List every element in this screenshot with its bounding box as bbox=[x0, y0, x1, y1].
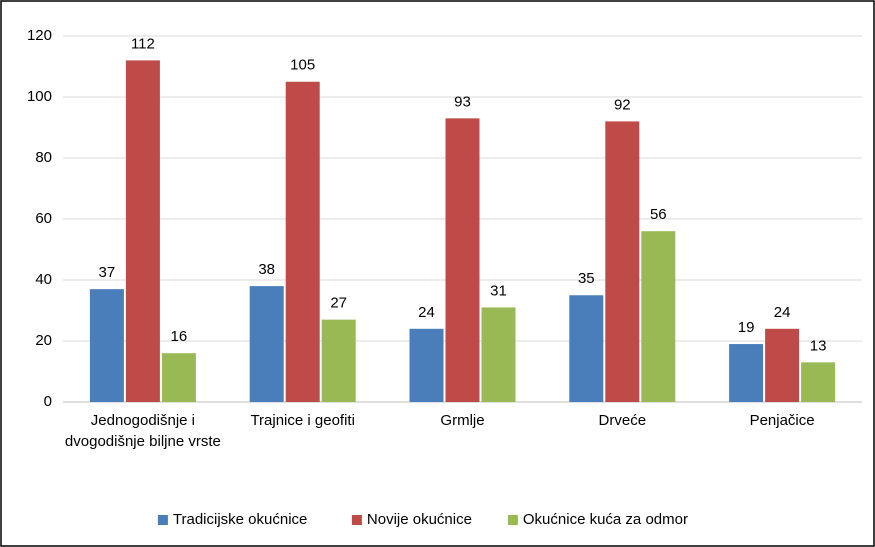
y-tick-label: 100 bbox=[27, 88, 52, 105]
x-tick-label: Drveće bbox=[598, 412, 647, 429]
x-tick-label-box: Grmlje bbox=[440, 412, 485, 429]
bar bbox=[801, 362, 836, 402]
bar bbox=[409, 328, 444, 402]
legend-label: Novije okućnice bbox=[367, 511, 472, 528]
data-label: 24 bbox=[774, 304, 791, 321]
legend-swatch bbox=[351, 515, 362, 525]
y-tick-label: 80 bbox=[35, 149, 52, 166]
data-label: 92 bbox=[614, 96, 631, 113]
bar bbox=[729, 344, 764, 402]
y-tick-label: 40 bbox=[35, 271, 52, 288]
data-label: 38 bbox=[258, 261, 275, 278]
bar bbox=[765, 328, 800, 402]
y-tick-label: 0 bbox=[44, 393, 52, 410]
legend-label: Okućnice kuća za odmor bbox=[523, 511, 688, 528]
bar bbox=[285, 81, 320, 402]
bar bbox=[445, 118, 480, 402]
y-tick-label: 120 bbox=[27, 27, 52, 44]
data-label: 13 bbox=[810, 337, 827, 354]
bar bbox=[321, 319, 356, 402]
y-tick-label: 20 bbox=[35, 332, 52, 349]
data-label: 105 bbox=[290, 57, 315, 74]
x-tick-label: Penjačice bbox=[749, 412, 815, 429]
x-tick-label-box: Drveće bbox=[598, 412, 647, 429]
x-tick-label-box: Trajnice i geofiti bbox=[250, 412, 355, 429]
bar bbox=[125, 60, 160, 403]
data-label: 37 bbox=[99, 264, 116, 281]
data-label: 16 bbox=[171, 328, 188, 345]
legend-swatch bbox=[507, 515, 518, 525]
legend-label: Tradicijske okućnice bbox=[173, 511, 308, 528]
bar bbox=[569, 295, 604, 402]
bar bbox=[605, 121, 640, 403]
data-label: 93 bbox=[454, 93, 471, 110]
data-label: 31 bbox=[490, 282, 507, 299]
bar bbox=[161, 353, 196, 402]
x-tick-label-box: Jednogodišnje i dvogodišnje biljne vrste bbox=[64, 412, 221, 450]
data-label: 19 bbox=[738, 319, 755, 336]
bar bbox=[249, 286, 284, 402]
data-label: 24 bbox=[418, 304, 435, 321]
data-label: 27 bbox=[330, 295, 347, 312]
y-tick-label: 60 bbox=[35, 210, 52, 227]
data-label: 35 bbox=[578, 270, 595, 287]
bar bbox=[481, 307, 516, 402]
x-tick-label: Trajnice i geofiti bbox=[250, 412, 355, 429]
legend-swatch bbox=[157, 515, 168, 525]
data-label: 112 bbox=[131, 35, 155, 52]
x-tick-label: Jednogodišnje i dvogodišnje biljne vrste bbox=[64, 412, 221, 450]
x-tick-label-box: Penjačice bbox=[749, 412, 815, 429]
x-tick-label: Grmlje bbox=[440, 412, 485, 429]
data-label: 56 bbox=[650, 206, 667, 223]
bar bbox=[641, 231, 676, 402]
bar bbox=[89, 289, 124, 402]
